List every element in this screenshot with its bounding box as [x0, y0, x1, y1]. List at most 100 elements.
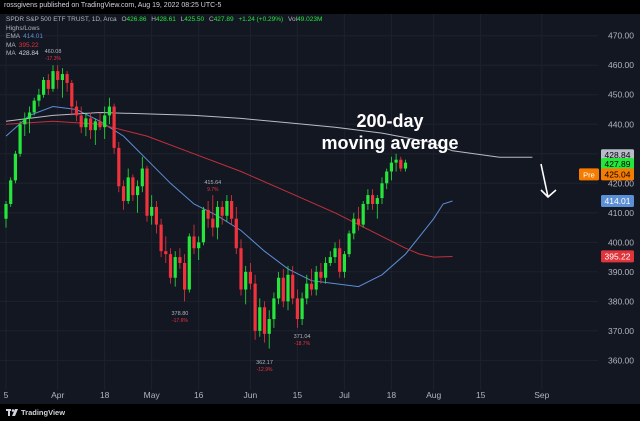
ohlc-c-label: C: [208, 16, 214, 23]
candle-body: [197, 242, 201, 249]
volume-label: Vol: [288, 16, 298, 23]
candle-body: [215, 206, 220, 228]
candle-body: [389, 162, 393, 172]
candle-body: [9, 180, 13, 204]
time-axis[interactable]: 5 Apr 18 May 16 Jun 15 Jul 18 Aug 15 Sep: [4, 390, 550, 400]
candle-body: [361, 203, 365, 225]
candle-body: [253, 283, 257, 331]
y-tick-label: 450.00: [608, 90, 634, 100]
candle-body: [239, 248, 243, 290]
ohlc-change: +1.24 (+0.29%): [238, 16, 284, 23]
y-tick-label: 380.00: [608, 296, 634, 306]
candle-body: [234, 218, 238, 249]
legend-ma50: MA 395.22: [6, 42, 325, 51]
candle-body: [70, 82, 74, 107]
candle-body: [244, 271, 248, 290]
x-tick-label: 15: [476, 390, 486, 400]
price-axis[interactable]: 360.00 370.00 380.00 390.00 400.00 410.00 420.…: [579, 31, 634, 366]
candle-body: [328, 257, 332, 263]
x-tick-label: Aug: [426, 390, 441, 400]
candle-body: [112, 106, 116, 148]
candle-body: [23, 118, 27, 125]
candle-body: [272, 298, 276, 320]
candle-body: [305, 283, 309, 299]
price-label-text: 425.04: [605, 169, 631, 179]
x-tick-label: Apr: [51, 390, 64, 400]
ohlc-l: 425.50: [184, 16, 205, 23]
legend: SPDR S&P 500 ETF TRUST, 1D, Arca O426.86…: [6, 16, 325, 59]
ema-value: 414.01: [23, 33, 43, 40]
price-label-text: 414.01: [605, 196, 631, 206]
extreme-percent-label: -17.6%: [172, 318, 188, 324]
x-tick-label: May: [144, 390, 161, 400]
candle-body: [319, 271, 323, 278]
x-tick-label: Jul: [339, 390, 350, 400]
candle-body: [93, 121, 97, 131]
price-chart[interactable]: 460.08-17.3% 415.649.7% 378.80-17.6% 362.17…: [0, 14, 640, 404]
x-tick-label: 5: [4, 390, 9, 400]
candle-body: [168, 254, 173, 278]
extreme-percent-label: -18.7%: [294, 341, 310, 347]
y-tick-label: 370.00: [608, 326, 634, 336]
candle-body: [394, 159, 398, 163]
candle-body: [385, 171, 389, 184]
symbol-name: SPDR S&P 500 ETF TRUST, 1D, Arca: [6, 16, 117, 23]
ohlc-l-label: L: [180, 16, 185, 23]
annotation-group: 200-day moving average: [321, 111, 557, 199]
candle-body: [103, 115, 107, 128]
y-tick-label: 420.00: [608, 178, 634, 188]
candle-body: [291, 274, 295, 299]
candle-body: [300, 298, 304, 320]
x-tick-label: Sep: [534, 390, 549, 400]
candle-body: [154, 206, 158, 225]
candle-body: [366, 195, 370, 204]
candle-body: [4, 203, 8, 219]
candle-body: [356, 218, 361, 225]
y-tick-label: 460.00: [608, 60, 634, 70]
candle-body: [159, 224, 163, 252]
annotation-line2: moving average: [321, 133, 458, 153]
candle-body: [314, 271, 318, 290]
extreme-price-label: 371.04: [294, 334, 311, 340]
candle-body: [121, 186, 126, 201]
candle-body: [277, 277, 281, 299]
brand-text: TradingView: [21, 408, 66, 417]
candle-body: [211, 218, 215, 228]
candle-body: [131, 177, 135, 196]
x-tick-label: 18: [387, 390, 397, 400]
extreme-price-label: 460.08: [45, 49, 62, 55]
high-low-markers: 460.08-17.3% 415.649.7% 378.80-17.6% 362.17…: [45, 49, 311, 373]
extreme-percent-label: -12.9%: [257, 367, 273, 373]
candle-body: [192, 236, 196, 249]
candle-body: [371, 195, 375, 204]
tradingview-icon: [6, 409, 18, 416]
x-tick-label: 15: [293, 390, 303, 400]
pre-market-tag-text: Pre: [583, 170, 595, 179]
footer-bar: TradingView: [0, 404, 640, 421]
candle-body: [375, 198, 379, 204]
candle-body: [286, 274, 290, 302]
extreme-price-label: 415.64: [204, 180, 221, 186]
candle-body: [380, 183, 384, 199]
price-label-bg: [601, 194, 634, 207]
candle-body: [32, 100, 36, 113]
ma50-value: 395.22: [18, 41, 39, 49]
candle-body: [324, 262, 328, 278]
candle-body: [51, 71, 55, 89]
candle-body: [56, 71, 60, 80]
candle-body: [187, 236, 191, 290]
price-label-bg: [601, 250, 634, 263]
tradingview-logo[interactable]: TradingView: [6, 408, 65, 417]
candle-body: [230, 201, 234, 219]
candle-body: [267, 319, 271, 334]
candles: [4, 65, 408, 349]
candle-body: [403, 162, 408, 169]
candle-body: [126, 177, 130, 201]
candle-body: [347, 233, 351, 255]
candle-body: [140, 168, 144, 187]
ohlc-o: 426.86: [126, 16, 147, 23]
price-label-bg: [601, 158, 634, 171]
candle-body: [27, 112, 32, 119]
candle-body: [201, 209, 205, 243]
candle-body: [84, 118, 88, 128]
